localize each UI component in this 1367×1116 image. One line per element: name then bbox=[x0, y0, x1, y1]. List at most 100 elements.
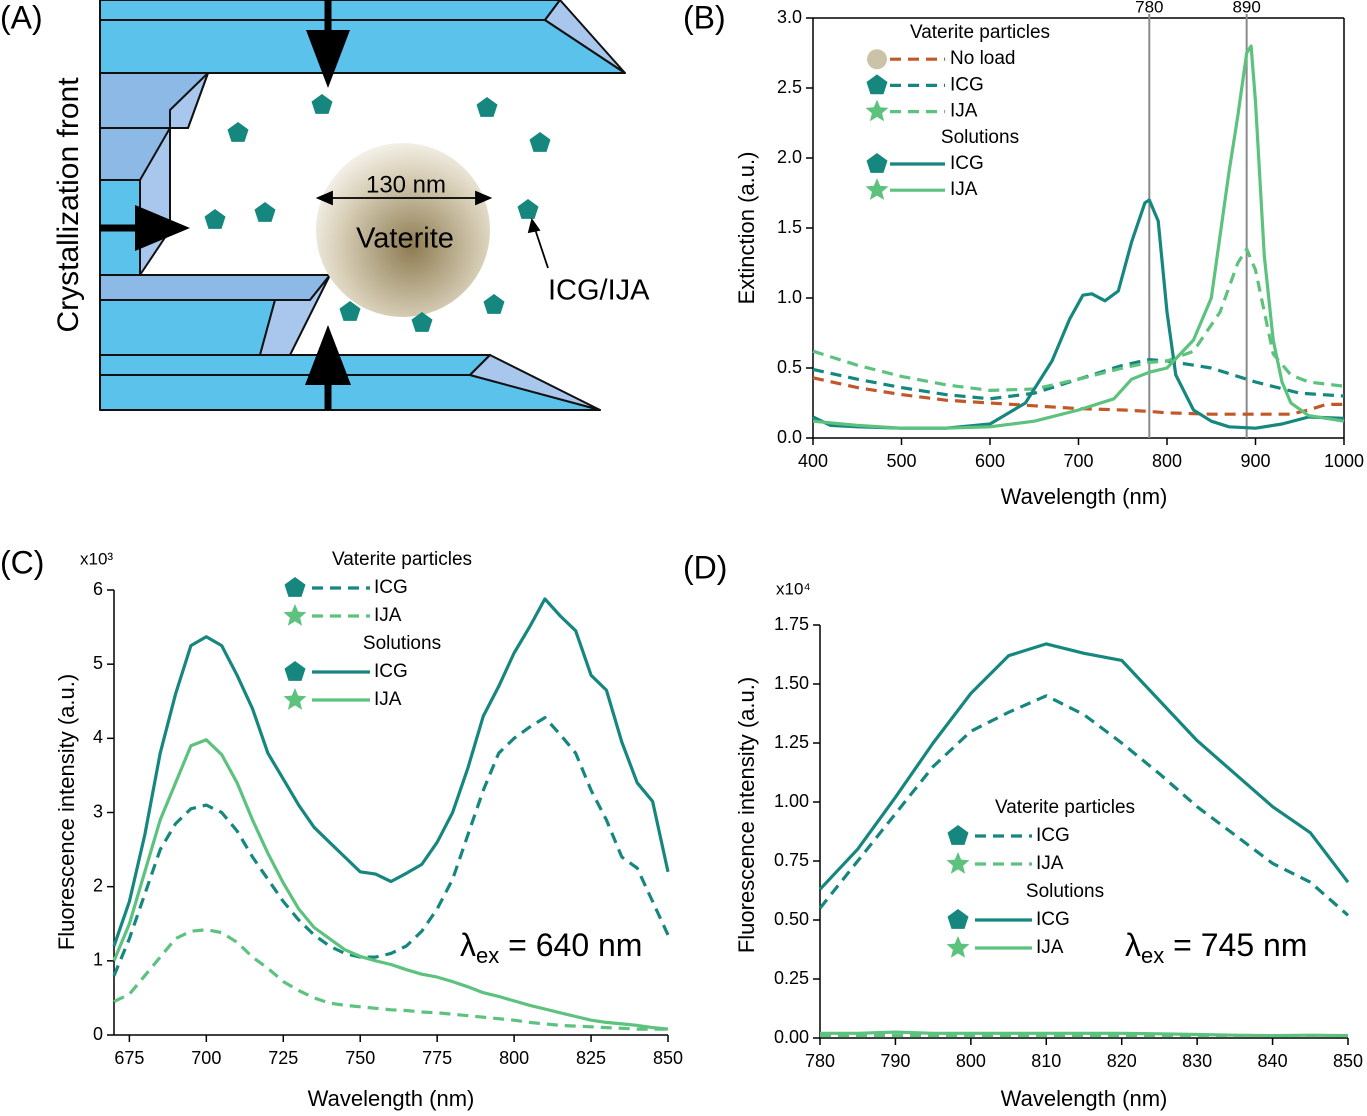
crystal-facet bbox=[469, 354, 601, 411]
legend-marker bbox=[947, 909, 969, 929]
data-line bbox=[112, 597, 670, 947]
data-line bbox=[812, 44, 1345, 430]
data-line bbox=[112, 738, 669, 1031]
pointer bbox=[533, 225, 549, 269]
legend-header: Solutions bbox=[941, 127, 1019, 148]
dye-pentagon bbox=[339, 301, 361, 321]
annotation: λex = 640 nm bbox=[460, 927, 642, 967]
y-tick-label: 5 bbox=[93, 653, 103, 673]
arrow-head bbox=[527, 217, 541, 234]
crystal-slab bbox=[99, 354, 491, 376]
x-tick-label: 800 bbox=[956, 1051, 986, 1071]
legend-header: Vaterite particles bbox=[995, 797, 1135, 818]
y-tick-label: 3 bbox=[93, 801, 103, 821]
x-tick-label: 500 bbox=[886, 451, 916, 471]
data-line bbox=[112, 716, 670, 977]
legend-marker bbox=[946, 852, 970, 874]
crystal-slab bbox=[99, 299, 276, 356]
x-tick-label: 810 bbox=[1031, 1051, 1061, 1071]
dye-pentagon bbox=[204, 209, 226, 229]
legend-marker bbox=[946, 936, 970, 958]
annotation-text: = 640 nm bbox=[499, 927, 642, 963]
y-tick-label: 1.25 bbox=[774, 732, 809, 752]
x-tick-label: 750 bbox=[345, 1048, 375, 1068]
x-tick-label: 850 bbox=[1333, 1051, 1363, 1071]
crystal-slab bbox=[99, 274, 331, 301]
crystallization-label: Crystallization front bbox=[52, 77, 85, 333]
x-tick-label: 800 bbox=[499, 1048, 529, 1068]
reference-label: 780 bbox=[1135, 0, 1163, 16]
x-tick-label: 725 bbox=[268, 1048, 298, 1068]
legend-marker bbox=[867, 49, 887, 70]
legend-label: IJA bbox=[374, 689, 402, 710]
x-tick-label: 790 bbox=[880, 1051, 910, 1071]
y-tick-label: 0.5 bbox=[777, 357, 802, 377]
annotation-sub: ex bbox=[1141, 943, 1164, 968]
legend-marker bbox=[865, 178, 889, 200]
x-axis-label: Wavelength (nm) bbox=[308, 1086, 475, 1111]
x-tick-label: 400 bbox=[798, 451, 828, 471]
legend-label: No load bbox=[950, 48, 1016, 69]
arrow-head bbox=[305, 325, 351, 385]
panel-label: (B) bbox=[683, 0, 726, 35]
y-tick-label: 0.50 bbox=[774, 909, 809, 929]
legend-label: IJA bbox=[1036, 853, 1064, 874]
y-tick-label: 0.00 bbox=[774, 1027, 809, 1047]
annotation-symbol: λ bbox=[1125, 927, 1141, 963]
y-tick-label: 0.75 bbox=[774, 850, 809, 870]
dye-label: ICG/IJA bbox=[548, 275, 650, 307]
y-tick-label: 1.5 bbox=[777, 217, 802, 237]
x-tick-label: 900 bbox=[1240, 451, 1270, 471]
x-tick-label: 700 bbox=[1063, 451, 1093, 471]
legend-marker bbox=[283, 604, 307, 626]
legend-marker bbox=[284, 661, 306, 681]
dye-pentagon bbox=[483, 294, 505, 314]
y-tick-label: 6 bbox=[93, 579, 103, 599]
data-line bbox=[812, 247, 1345, 392]
legend-label: ICG bbox=[950, 74, 984, 95]
legend-marker bbox=[866, 74, 888, 95]
dye-pentagon bbox=[411, 312, 433, 332]
legend-label: IJA bbox=[1036, 937, 1064, 958]
x-tick-label: 600 bbox=[975, 451, 1005, 471]
data-line bbox=[113, 928, 668, 1031]
annotation-sub: ex bbox=[476, 943, 499, 968]
y-tick-label: 1.00 bbox=[774, 791, 809, 811]
dye-pentagon bbox=[311, 94, 333, 114]
vaterite-sphere bbox=[316, 143, 490, 317]
y-tick-label: 1.75 bbox=[774, 614, 809, 634]
legend-marker bbox=[283, 688, 307, 710]
legend-marker bbox=[866, 153, 888, 173]
legend-label: IJA bbox=[374, 605, 402, 626]
legend-label: ICG bbox=[1036, 825, 1070, 846]
size-label: 130 nm bbox=[366, 171, 446, 198]
legend-header: Solutions bbox=[1026, 881, 1104, 902]
legend-label: ICG bbox=[374, 661, 408, 682]
annotation: λex = 745 nm bbox=[1125, 927, 1307, 967]
dye-pentagon bbox=[476, 97, 498, 117]
legend-header: Solutions bbox=[363, 633, 441, 654]
crystal-facet bbox=[544, 0, 626, 74]
y-tick-label: 2.5 bbox=[777, 77, 802, 97]
legend-label: IJA bbox=[950, 179, 978, 200]
dye-pentagon bbox=[227, 122, 249, 142]
y-tick-label: 4 bbox=[93, 727, 103, 747]
y-tick-label: 0.25 bbox=[774, 968, 809, 988]
reference-label: 890 bbox=[1232, 0, 1260, 16]
legend-marker bbox=[284, 577, 306, 597]
x-axis-label: Wavelength (nm) bbox=[1001, 1086, 1168, 1111]
crystal-facet bbox=[259, 274, 331, 356]
x-axis-label: Wavelength (nm) bbox=[1001, 484, 1168, 509]
y-tick-label: 2.0 bbox=[777, 147, 802, 167]
y-tick-label: 3.0 bbox=[777, 7, 802, 27]
dye-pentagon bbox=[254, 202, 276, 222]
x-tick-label: 840 bbox=[1258, 1051, 1288, 1071]
x-tick-label: 850 bbox=[653, 1048, 683, 1068]
y-multiplier: x10⁴ bbox=[776, 579, 811, 598]
annotation-text: = 745 nm bbox=[1164, 927, 1307, 963]
legend-header: Vaterite particles bbox=[332, 549, 472, 570]
y-tick-label: 0 bbox=[93, 1024, 103, 1044]
y-axis-label: Extinction (a.u.) bbox=[734, 152, 759, 305]
x-tick-label: 775 bbox=[422, 1048, 452, 1068]
